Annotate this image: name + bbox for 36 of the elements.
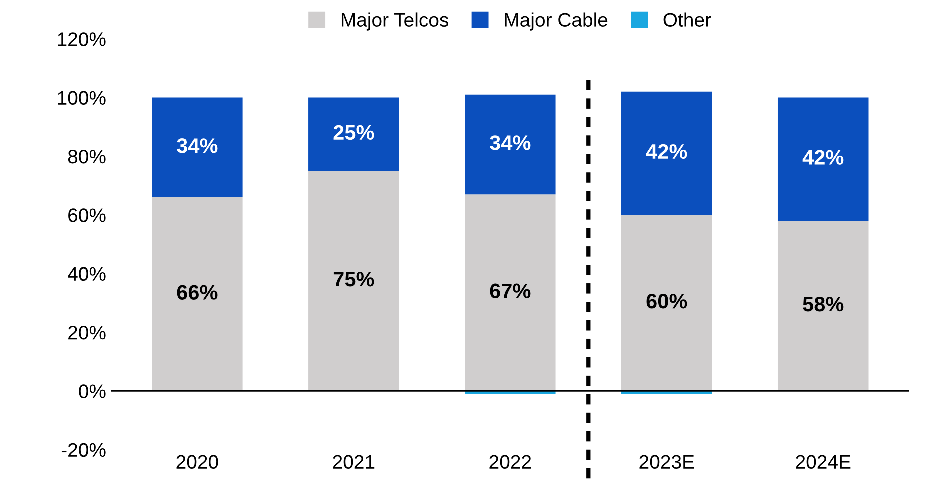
legend-label: Other: [664, 12, 712, 27]
y-tick-label: -20%: [62, 443, 106, 458]
x-tick-label: 2022: [490, 455, 532, 470]
y-tick-label: 20%: [68, 326, 106, 340]
bar: [308, 171, 400, 392]
y-tick-label: 60%: [68, 208, 106, 222]
data-label: 58%: [803, 296, 844, 312]
bar: [465, 94, 556, 195]
y-tick-label: 120%: [58, 32, 106, 46]
data-label: 25%: [334, 125, 374, 140]
data-label: 67%: [490, 284, 531, 299]
y-tick-label: 0%: [79, 384, 106, 398]
data-label: 42%: [646, 144, 688, 160]
y-tick-label: 80%: [68, 150, 106, 164]
data-label: 34%: [177, 138, 218, 154]
data-label: 60%: [646, 294, 688, 309]
bar: [308, 98, 400, 172]
y-tick-label: 40%: [68, 267, 106, 282]
bar: [622, 92, 712, 216]
bar: [152, 198, 243, 392]
data-label: 75%: [334, 272, 374, 287]
data-label: 42%: [802, 150, 844, 165]
x-tick-label: 2023E: [640, 455, 694, 470]
bar: [465, 194, 556, 392]
x-tick-label: 2024E: [796, 455, 851, 470]
bar: [778, 98, 869, 222]
x-tick-label: 2020: [176, 455, 218, 470]
legend-label: Major Telcos: [342, 12, 448, 31]
data-label: 34%: [490, 136, 531, 150]
legend-label: Major Cable: [505, 12, 608, 31]
bar: [622, 215, 712, 392]
x-tick-label: 2021: [333, 455, 375, 470]
data-label: 66%: [177, 285, 218, 300]
y-tick-label: 100%: [58, 91, 106, 106]
bar: [152, 98, 243, 198]
bar: [778, 221, 869, 392]
